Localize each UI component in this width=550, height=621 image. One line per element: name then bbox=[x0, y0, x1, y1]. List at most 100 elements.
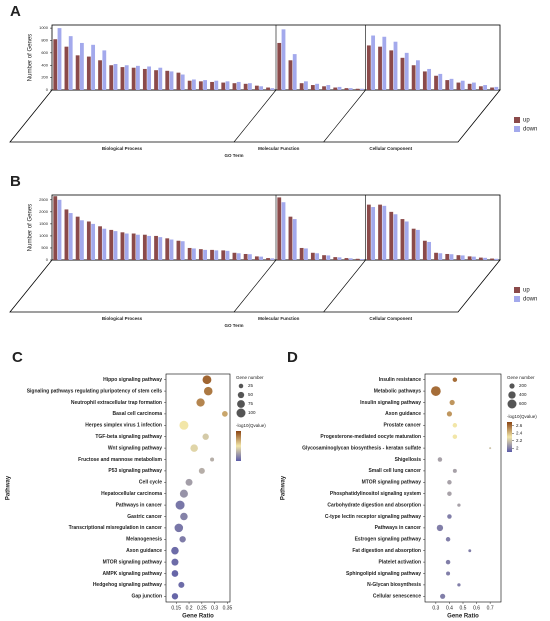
x-tick-label: 0.25 bbox=[197, 605, 207, 611]
y-tick-label: Insulin resistance bbox=[379, 377, 421, 383]
bar bbox=[57, 199, 62, 260]
bar bbox=[75, 216, 80, 260]
group-label: Molecular Function bbox=[258, 316, 300, 321]
bar bbox=[142, 234, 147, 260]
bar bbox=[214, 80, 219, 90]
y-tick-label: Hippo signaling pathway bbox=[103, 377, 162, 383]
bar bbox=[266, 258, 270, 260]
x-tick-label: 0.4 bbox=[446, 605, 453, 611]
y-tick-label: Wnt signaling pathway bbox=[108, 445, 162, 451]
bar bbox=[304, 248, 308, 260]
bar bbox=[266, 87, 270, 90]
bar bbox=[382, 205, 387, 260]
color-legend-title: -log10(Qvalue) bbox=[507, 414, 537, 419]
size-legend-label: 100 bbox=[248, 410, 256, 415]
dot bbox=[457, 503, 461, 507]
bar bbox=[348, 258, 353, 260]
bar bbox=[371, 207, 376, 260]
bar bbox=[154, 235, 158, 260]
y-tick-label: Axon guidance bbox=[385, 411, 421, 417]
y-tick-label: 1000 bbox=[39, 25, 49, 30]
colorbar-tick-label: 2 bbox=[516, 445, 519, 450]
size-legend-dot bbox=[507, 399, 517, 409]
bar bbox=[113, 231, 118, 260]
bar bbox=[254, 85, 259, 90]
bar bbox=[467, 256, 472, 260]
bar bbox=[75, 55, 80, 90]
y-tick-label: Phosphatidylinositol signaling system bbox=[330, 491, 422, 497]
bar bbox=[102, 50, 107, 90]
bar bbox=[366, 45, 371, 90]
bar bbox=[427, 68, 432, 90]
plot-frame bbox=[165, 373, 231, 603]
y-tick-label: Herpes simplex virus 1 infection bbox=[85, 423, 162, 429]
y-tick-label: Gastric cancer bbox=[127, 514, 162, 520]
bar bbox=[259, 86, 264, 90]
x-tick-label: 0.2 bbox=[186, 605, 193, 611]
y-tick-label: 1000 bbox=[39, 233, 49, 238]
y-tick-label: Metabolic pathways bbox=[374, 388, 421, 394]
bar bbox=[483, 85, 488, 90]
x-axis-label: Gene Ratio bbox=[182, 614, 214, 620]
size-legend-dot bbox=[236, 408, 246, 418]
y-tick-label: Pathways in cancer bbox=[375, 525, 421, 531]
bar bbox=[142, 68, 147, 90]
x-tick-label: 0.3 bbox=[211, 605, 218, 611]
dot bbox=[446, 571, 451, 576]
y-tick-label: 0 bbox=[46, 257, 49, 262]
group-divider bbox=[233, 89, 277, 143]
bar bbox=[86, 221, 91, 260]
size-legend-dot bbox=[237, 391, 245, 399]
group-divider bbox=[323, 89, 366, 143]
y-tick-label: Hedgehog signaling pathway bbox=[93, 582, 162, 588]
size-legend-label: 25 bbox=[248, 383, 254, 388]
dot bbox=[179, 489, 188, 498]
y-tick-label: Shigellosis bbox=[395, 457, 422, 463]
bar bbox=[86, 56, 91, 90]
bar bbox=[136, 234, 140, 260]
x-tick-label: 0.15 bbox=[171, 605, 181, 611]
bar bbox=[281, 29, 286, 90]
y-tick-label: Estrogen signaling pathway bbox=[355, 537, 422, 543]
y-tick-label: Fructose and mannose metabolism bbox=[78, 457, 162, 463]
bar bbox=[192, 79, 196, 90]
y-tick-label: Gap junction bbox=[131, 594, 162, 600]
dot bbox=[180, 512, 188, 521]
bar bbox=[131, 233, 136, 260]
bar bbox=[333, 87, 338, 90]
bar bbox=[232, 252, 237, 260]
dot bbox=[452, 423, 458, 428]
bar bbox=[337, 86, 342, 90]
x-tick-label: 0.35 bbox=[223, 605, 233, 611]
y-tick-label: 2500 bbox=[39, 197, 49, 202]
bar bbox=[348, 88, 353, 90]
bar bbox=[315, 83, 320, 90]
y-tick-label: MTOR signaling pathway bbox=[362, 480, 422, 486]
legend-swatch bbox=[514, 296, 520, 302]
y-tick-label: TGF-beta signaling pathway bbox=[95, 434, 162, 440]
plot-frame bbox=[424, 373, 502, 603]
bar bbox=[120, 232, 125, 260]
bar bbox=[98, 60, 102, 90]
panel-label: A bbox=[10, 3, 21, 20]
dot bbox=[440, 593, 446, 599]
bar bbox=[416, 229, 420, 260]
bar bbox=[80, 42, 84, 90]
y-tick-label: Small cell lung cancer bbox=[368, 468, 421, 474]
bar bbox=[158, 67, 163, 90]
y-axis-label: Number of Genes bbox=[28, 204, 34, 251]
bar bbox=[378, 204, 382, 260]
bar bbox=[136, 65, 140, 90]
dot bbox=[445, 537, 451, 542]
y-tick-label: C-type lectin receptor signaling pathway bbox=[325, 514, 421, 520]
bar bbox=[64, 209, 69, 260]
bar bbox=[490, 87, 494, 90]
y-tick-label: Axon guidance bbox=[126, 548, 162, 554]
dot bbox=[452, 434, 458, 439]
bar bbox=[281, 202, 286, 260]
x-tick-label: 0.7 bbox=[487, 605, 494, 611]
dot bbox=[437, 457, 443, 462]
y-tick-label: Cellular senescence bbox=[373, 594, 421, 600]
size-legend-dot bbox=[237, 400, 245, 408]
bar bbox=[270, 88, 275, 90]
